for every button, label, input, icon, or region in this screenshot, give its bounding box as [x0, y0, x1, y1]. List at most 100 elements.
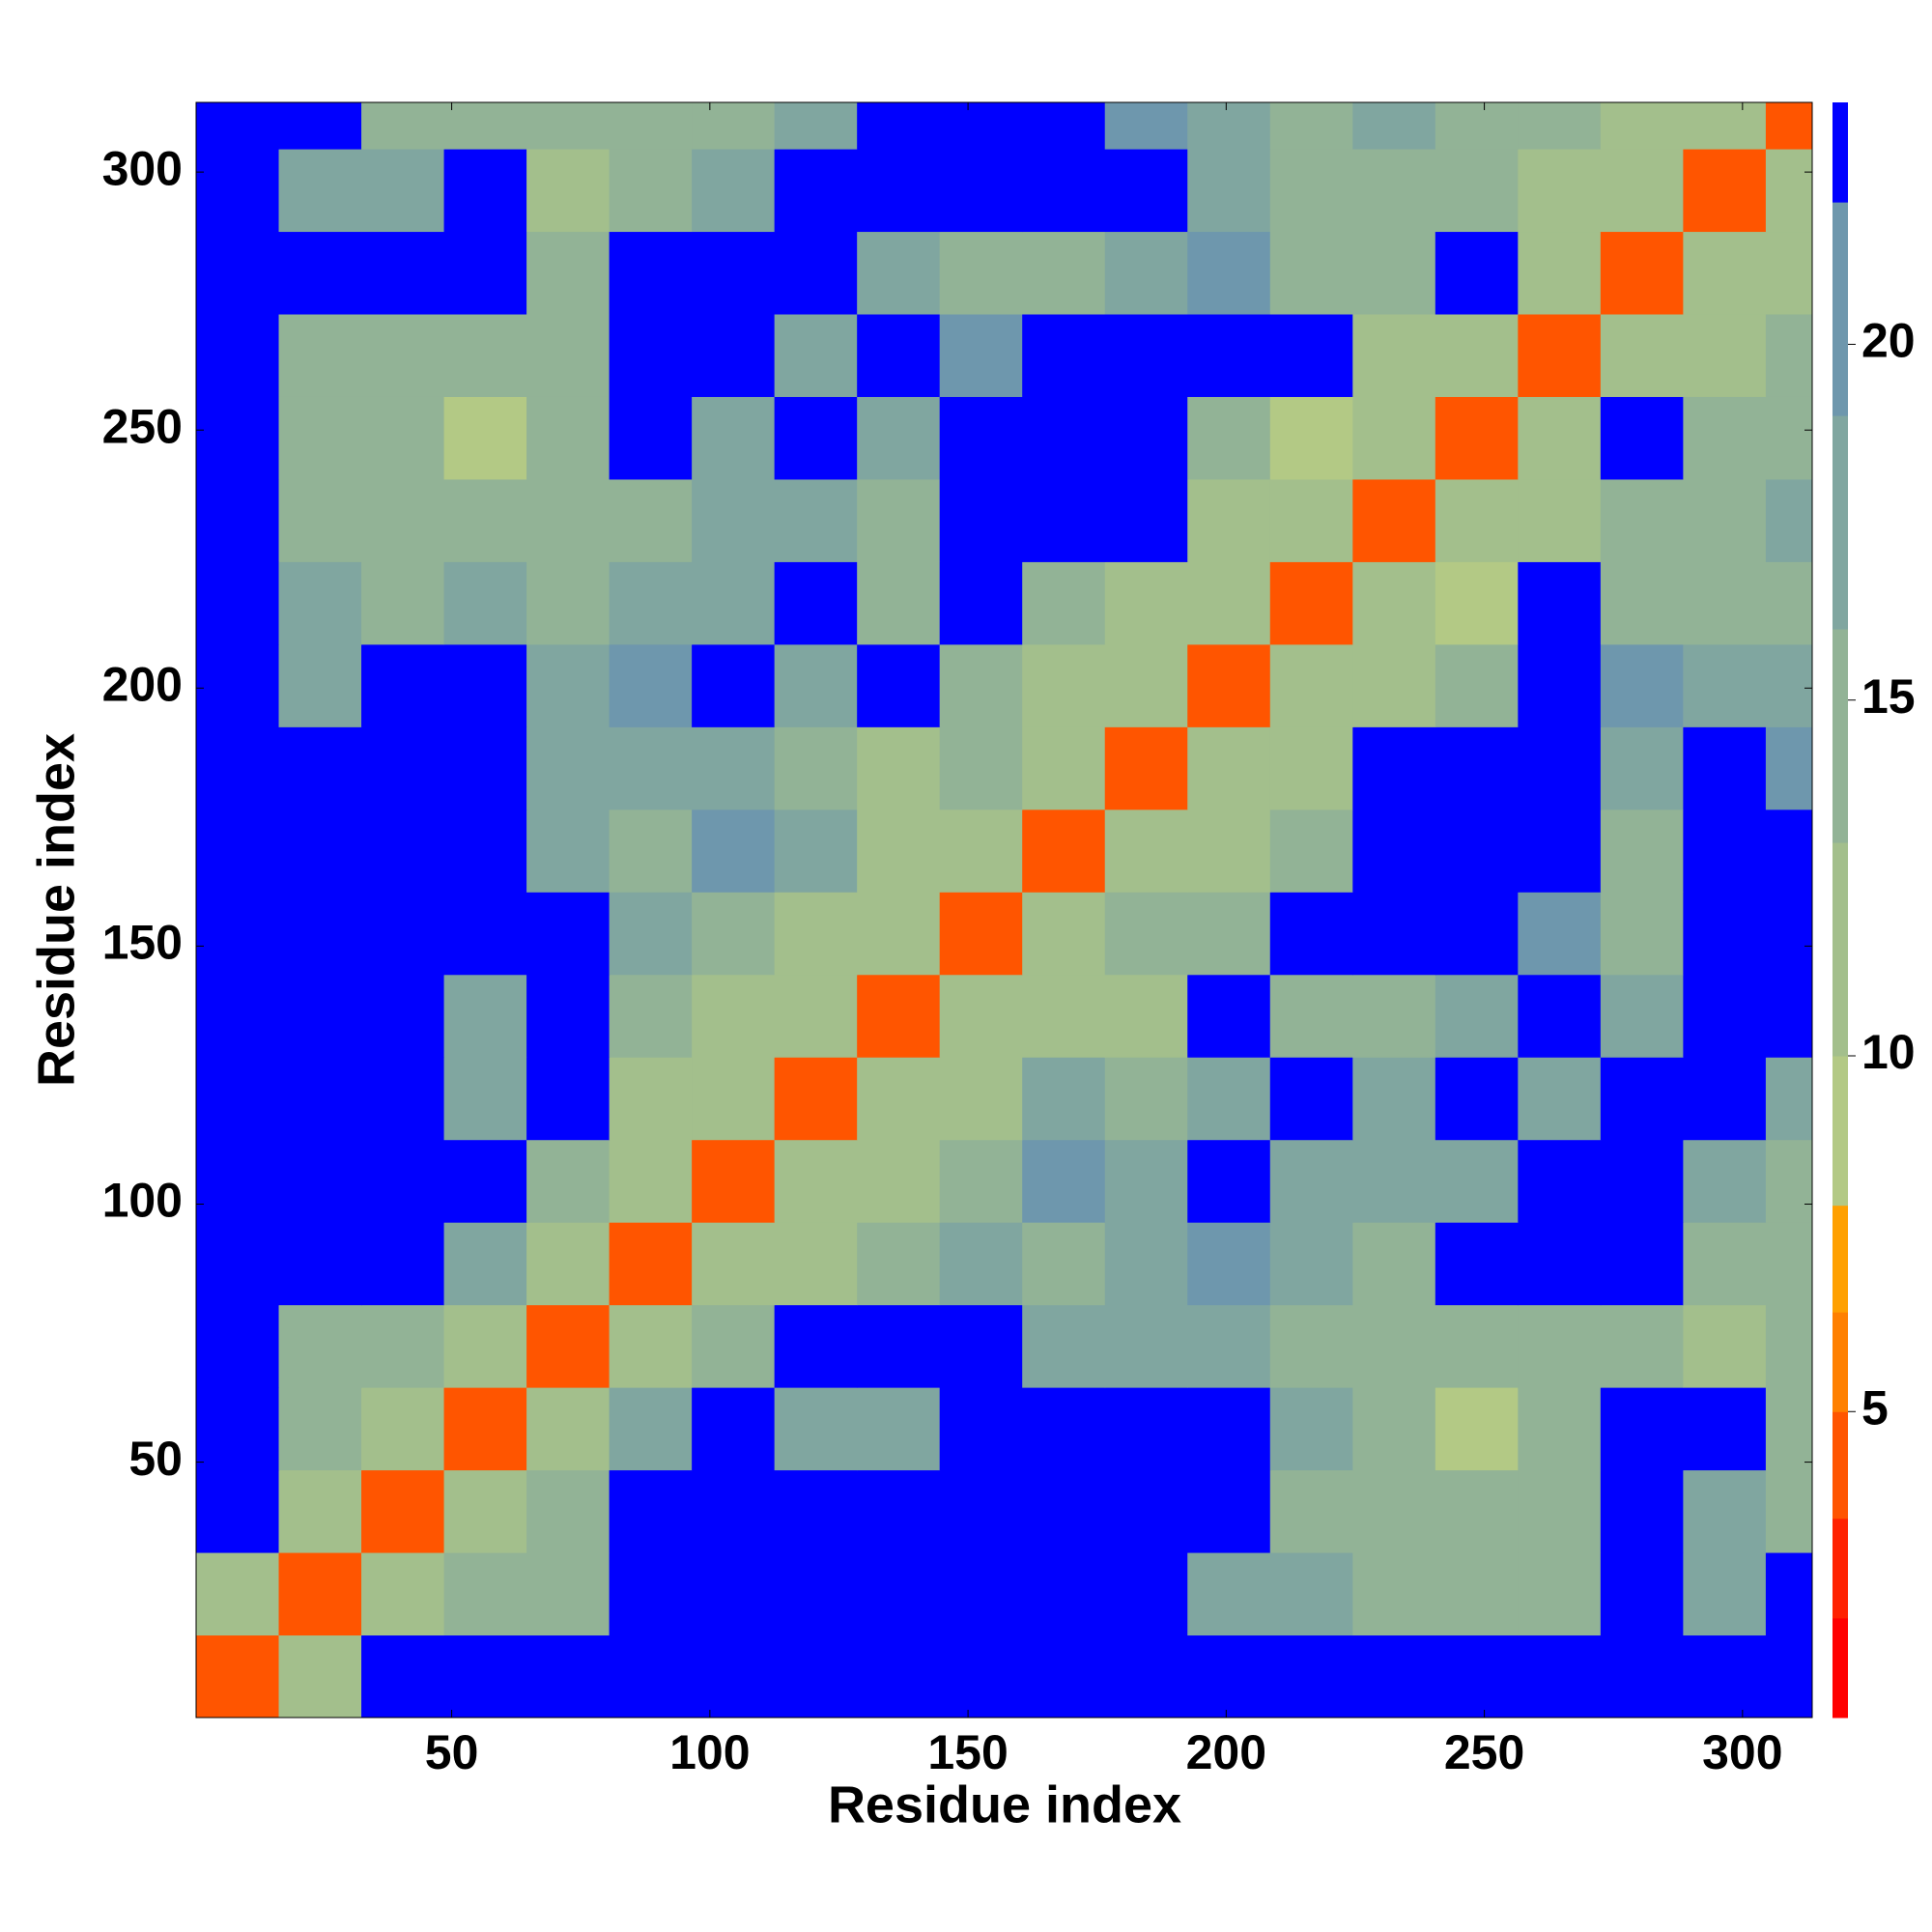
heatmap-cell [1022, 1222, 1106, 1306]
heatmap-cell [609, 478, 693, 562]
heatmap-cell [1352, 1304, 1436, 1388]
heatmap-cell [1187, 892, 1271, 976]
heatmap-cell [278, 314, 362, 397]
heatmap-cell [1435, 1552, 1519, 1636]
heatmap-cell [196, 892, 280, 976]
heatmap-cell [526, 1304, 611, 1388]
heatmap-cell [1600, 1222, 1684, 1306]
heatmap-cell [1600, 1387, 1684, 1471]
heatmap-cell [1022, 809, 1106, 893]
heatmap-cell [1683, 1222, 1767, 1306]
heatmap-cell [1683, 1387, 1767, 1471]
heatmap-cell [609, 1469, 693, 1553]
heatmap-cell [1683, 892, 1767, 976]
heatmap-cell [1435, 1469, 1519, 1553]
colorbar-band [1833, 1617, 1848, 1719]
heatmap-cell [1022, 1634, 1106, 1719]
heatmap-cell [609, 892, 693, 976]
heatmap-cell [1104, 726, 1188, 810]
heatmap-cell [278, 1304, 362, 1388]
heatmap-cell [1518, 809, 1602, 893]
heatmap-cell [774, 396, 858, 480]
heatmap-cell [361, 396, 445, 480]
heatmap-cell [609, 149, 693, 233]
heatmap-cell [1104, 149, 1188, 233]
heatmap-cell [774, 1387, 858, 1471]
heatmap-cell [774, 643, 858, 727]
heatmap-cell [196, 1469, 280, 1553]
heatmap-cell [278, 726, 362, 810]
heatmap-cell [1104, 1139, 1188, 1223]
colorbar-tick-label: 10 [1861, 1025, 1916, 1079]
heatmap-cell [609, 396, 693, 480]
heatmap-cell [692, 809, 776, 893]
heatmap-cell [1187, 1222, 1271, 1306]
heatmap-cell [1765, 1552, 1813, 1636]
heatmap-cell [939, 478, 1023, 562]
heatmap-cell [939, 561, 1023, 645]
heatmap-cell [443, 478, 527, 562]
heatmap-cell [857, 1387, 941, 1471]
heatmap-cell [774, 314, 858, 397]
heatmap-cell [196, 809, 280, 893]
x-tick-label: 50 [425, 1725, 479, 1779]
heatmap-cell [1187, 396, 1271, 480]
heatmap-cell [1600, 396, 1684, 480]
heatmap-cell [1187, 726, 1271, 810]
x-tick-label: 150 [927, 1725, 1008, 1779]
heatmap-cell [1600, 1304, 1684, 1388]
heatmap-cell [526, 1552, 611, 1636]
heatmap-cell [1518, 478, 1602, 562]
heatmap-cell [1765, 1634, 1813, 1719]
heatmap-cell [857, 1139, 941, 1223]
heatmap-cell [1683, 1304, 1767, 1388]
heatmap-cell [1600, 974, 1684, 1058]
heatmap-cell [609, 314, 693, 397]
heatmap-cell [1022, 478, 1106, 562]
heatmap-cell [939, 809, 1023, 893]
heatmap-cell [1518, 974, 1602, 1058]
heatmap-cell [774, 1057, 858, 1141]
heatmap-cell [1187, 974, 1271, 1058]
heatmap-cell [1600, 314, 1684, 397]
heatmap-cell [857, 231, 941, 315]
heatmap-cell [1187, 1139, 1271, 1223]
heatmap-cell [196, 314, 280, 397]
heatmap-cell [443, 1057, 527, 1141]
heatmap-cell [774, 478, 858, 562]
x-tick-label: 200 [1186, 1725, 1266, 1779]
heatmap-cell [774, 1304, 858, 1388]
heatmap-cell [1104, 1552, 1188, 1636]
heatmap-cell [526, 1387, 611, 1471]
heatmap-cell [774, 974, 858, 1058]
heatmap-cell [1435, 974, 1519, 1058]
heatmap-cell [1600, 1057, 1684, 1141]
heatmap-cell [1104, 396, 1188, 480]
heatmap-cell [1187, 231, 1271, 315]
heatmap-cell [1187, 1552, 1271, 1636]
heatmap-cell [1683, 1057, 1767, 1141]
heatmap-cell [1269, 231, 1353, 315]
colorbar-band [1833, 1411, 1848, 1520]
heatmap-cell [1765, 1387, 1813, 1471]
heatmap-cell [939, 1387, 1023, 1471]
heatmap-cell [278, 974, 362, 1058]
heatmap-cell [443, 561, 527, 645]
heatmap-cell [857, 892, 941, 976]
heatmap-cell [1352, 1139, 1436, 1223]
heatmap-cell [1518, 1057, 1602, 1141]
heatmap-cell [1022, 149, 1106, 233]
heatmap-cell [1683, 1552, 1767, 1636]
heatmap-cell [278, 1222, 362, 1306]
heatmap-cell [857, 1304, 941, 1388]
heatmap-cell [1352, 314, 1436, 397]
heatmap-cell [1022, 231, 1106, 315]
heatmap-cell [1187, 1469, 1271, 1553]
heatmap-cell [526, 1222, 611, 1306]
heatmap-cell [1518, 1387, 1602, 1471]
heatmap-cell [609, 643, 693, 727]
heatmap-cell [1435, 102, 1519, 150]
colorbar-tick-label: 20 [1861, 314, 1916, 368]
heatmap-cell [361, 314, 445, 397]
heatmap-cell [278, 149, 362, 233]
